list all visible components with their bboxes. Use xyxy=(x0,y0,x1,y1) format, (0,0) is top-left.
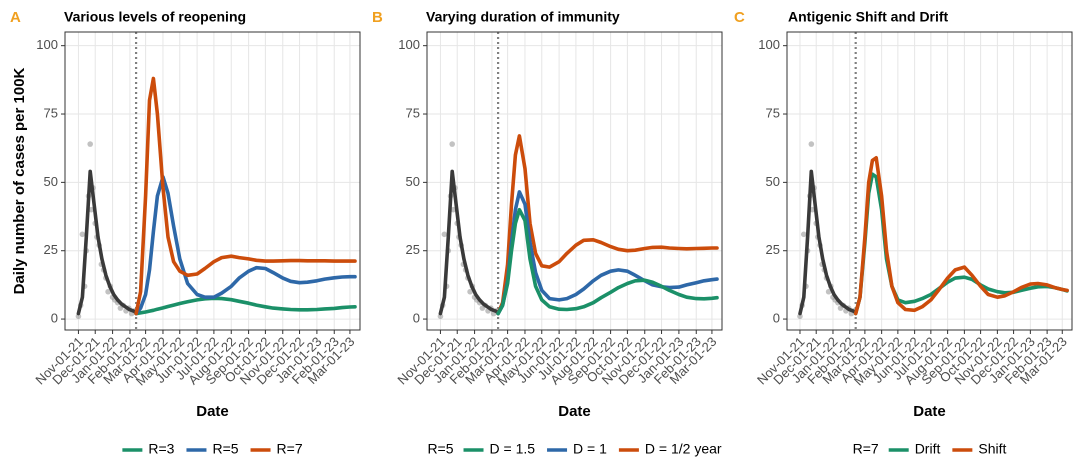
series-line xyxy=(496,134,719,316)
y-tick-label: 25 xyxy=(44,242,58,257)
panel-letter: A xyxy=(10,9,21,26)
y-tick-label: 50 xyxy=(44,174,58,189)
y-tick-label: 75 xyxy=(406,105,420,120)
legend-title: R=5 xyxy=(427,441,453,457)
series-line xyxy=(438,169,500,316)
observed-point xyxy=(450,206,457,213)
legend-label: R=5 xyxy=(212,441,238,457)
legend: R=3 R=5 R=7 xyxy=(122,441,303,457)
x-axis-title: Date xyxy=(558,403,591,420)
legend-label: R=7 xyxy=(277,441,303,457)
plot-area xyxy=(787,32,1072,330)
observed-point xyxy=(87,141,93,147)
series-line xyxy=(134,175,357,316)
y-tick-label: 75 xyxy=(44,105,58,120)
y-tick-label: 0 xyxy=(51,311,58,326)
observed-point xyxy=(79,231,86,238)
chart-title: Various levels of reopening xyxy=(64,9,246,25)
observed-point xyxy=(808,141,815,147)
plot-area xyxy=(427,32,722,330)
series-line xyxy=(798,169,858,316)
series-line xyxy=(134,296,357,316)
y-tick-label: 0 xyxy=(773,311,780,326)
y-tick-label: 25 xyxy=(406,242,420,257)
series-line xyxy=(134,76,357,316)
observed-point xyxy=(449,141,455,147)
observed-point xyxy=(75,313,82,320)
panel: C Antigenic Shift and Drift0255075100Nov-… xyxy=(734,9,1073,457)
series-line xyxy=(76,169,138,316)
y-tick-label: 100 xyxy=(758,37,780,52)
observed-point xyxy=(797,313,803,320)
series-line xyxy=(853,156,1069,316)
legend: R=5 D = 1.5 D = 1 D = 1/2 year xyxy=(427,441,721,457)
panel-letter: B xyxy=(372,9,383,26)
observed-point xyxy=(105,288,111,295)
y-axis-title: Daily number of cases per 100K xyxy=(11,67,28,294)
x-axis-title: Date xyxy=(913,403,946,420)
legend-label: R=3 xyxy=(148,441,174,457)
y-tick-label: 50 xyxy=(766,174,780,189)
legend-label: D = 1.5 xyxy=(490,441,536,457)
y-tick-label: 75 xyxy=(766,105,780,120)
legend-label: D = 1 xyxy=(573,441,607,457)
observed-point xyxy=(88,206,95,213)
legend-label: Shift xyxy=(978,441,1006,457)
y-tick-label: 25 xyxy=(766,242,780,257)
series-line xyxy=(496,190,719,316)
legend-label: D = 1/2 year xyxy=(645,441,722,457)
plot-border xyxy=(64,31,361,331)
x-axis-title: Date xyxy=(196,403,229,420)
panel: B Varying duration of immunity0255075100N… xyxy=(372,9,723,457)
observed-point xyxy=(437,313,444,320)
legend-title: R=7 xyxy=(853,441,879,457)
y-tick-label: 100 xyxy=(36,37,58,52)
chart-title: Antigenic Shift and Drift xyxy=(788,9,949,25)
y-tick-label: 100 xyxy=(398,37,420,52)
y-tick-label: 0 xyxy=(413,311,420,326)
panel-letter: C xyxy=(734,9,745,26)
plot-border xyxy=(426,31,723,331)
legend: R=7 Drift Shift xyxy=(853,441,1007,457)
series-line xyxy=(496,207,719,316)
panel: A Various levels of reopening0255075100No… xyxy=(10,9,361,457)
plot-border xyxy=(786,31,1073,331)
observed-point xyxy=(800,231,807,238)
y-tick-label: 50 xyxy=(406,174,420,189)
series-line xyxy=(853,172,1069,316)
observed-point xyxy=(467,288,473,295)
legend-label: Drift xyxy=(915,441,941,457)
observed-point xyxy=(825,288,832,295)
chart-title: Varying duration of immunity xyxy=(426,9,620,25)
observed-point xyxy=(441,231,448,238)
